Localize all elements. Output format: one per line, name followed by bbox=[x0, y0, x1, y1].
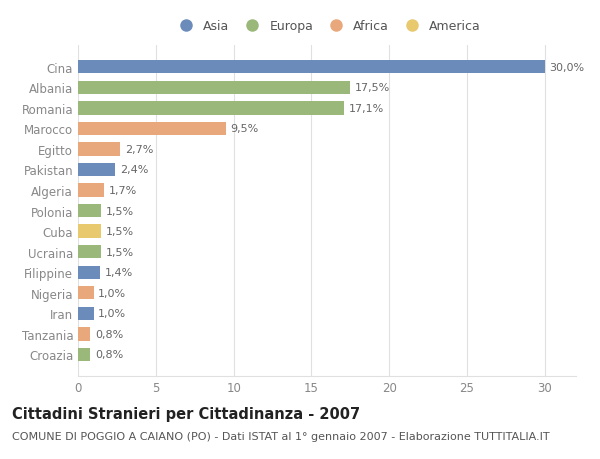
Text: 1,5%: 1,5% bbox=[106, 206, 134, 216]
Bar bbox=[78, 163, 115, 177]
Text: Cittadini Stranieri per Cittadinanza - 2007: Cittadini Stranieri per Cittadinanza - 2… bbox=[12, 406, 360, 421]
Text: 1,7%: 1,7% bbox=[109, 185, 137, 196]
Text: 1,5%: 1,5% bbox=[106, 227, 134, 237]
Bar bbox=[78, 123, 226, 136]
Text: 1,5%: 1,5% bbox=[106, 247, 134, 257]
Text: 0,8%: 0,8% bbox=[95, 329, 124, 339]
Legend: Asia, Europa, Africa, America: Asia, Europa, Africa, America bbox=[173, 20, 481, 33]
Bar bbox=[78, 204, 101, 218]
Bar bbox=[78, 81, 350, 95]
Text: 1,0%: 1,0% bbox=[98, 288, 127, 298]
Bar bbox=[78, 266, 100, 280]
Text: 2,7%: 2,7% bbox=[125, 145, 153, 155]
Text: COMUNE DI POGGIO A CAIANO (PO) - Dati ISTAT al 1° gennaio 2007 - Elaborazione TU: COMUNE DI POGGIO A CAIANO (PO) - Dati IS… bbox=[12, 431, 550, 442]
Text: 2,4%: 2,4% bbox=[120, 165, 148, 175]
Bar bbox=[78, 225, 101, 238]
Bar bbox=[78, 328, 91, 341]
Bar bbox=[78, 307, 94, 320]
Bar bbox=[78, 143, 120, 156]
Text: 9,5%: 9,5% bbox=[230, 124, 259, 134]
Bar bbox=[78, 246, 101, 259]
Text: 1,0%: 1,0% bbox=[98, 309, 127, 319]
Text: 1,4%: 1,4% bbox=[104, 268, 133, 278]
Bar bbox=[78, 61, 545, 74]
Text: 30,0%: 30,0% bbox=[550, 62, 584, 73]
Bar bbox=[78, 286, 94, 300]
Text: 17,5%: 17,5% bbox=[355, 83, 390, 93]
Text: 17,1%: 17,1% bbox=[349, 104, 384, 113]
Bar bbox=[78, 102, 344, 115]
Bar bbox=[78, 348, 91, 361]
Bar bbox=[78, 184, 104, 197]
Text: 0,8%: 0,8% bbox=[95, 350, 124, 360]
